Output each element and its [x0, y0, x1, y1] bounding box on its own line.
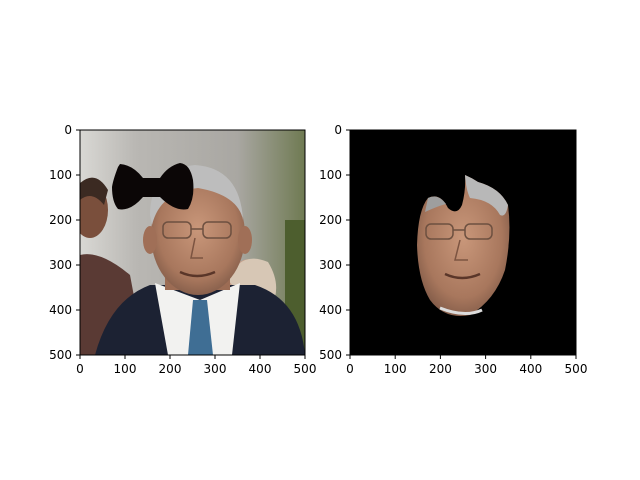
right-y-tick-label: 400 [319, 303, 342, 317]
mouth [179, 270, 216, 278]
right-y-tick-label: 100 [319, 168, 342, 182]
left-y-tick-label: 400 [49, 303, 72, 317]
right-x-tick-label: 500 [565, 362, 588, 376]
left-x-tick-label: 200 [159, 362, 182, 376]
left-y-tick-label: 100 [49, 168, 72, 182]
right-x-tick-label: 400 [519, 362, 542, 376]
segment-hair [465, 175, 508, 216]
background-person-hair [80, 177, 108, 205]
right-x-tick-label: 300 [474, 362, 497, 376]
bowtie-mask [112, 163, 194, 210]
ear-left [143, 226, 157, 254]
face-segment-region [417, 175, 510, 316]
left-image-panel [80, 130, 305, 355]
right-x-tick-label: 0 [346, 362, 354, 376]
segment-glasses [425, 223, 493, 240]
right-x-tick-label: 200 [429, 362, 452, 376]
right-y-tick-label: 300 [319, 258, 342, 272]
left-y-tick-label: 0 [64, 123, 72, 137]
left-axis-ticks: 0 100 200 300 400 500 0 100 200 300 400 500 [49, 123, 316, 376]
segment-collar-edge [439, 306, 483, 315]
right-image-panel [350, 130, 576, 355]
segment-hair-left [425, 196, 446, 212]
left-x-tick-label: 0 [76, 362, 84, 376]
left-x-tick-label: 100 [114, 362, 137, 376]
right-axes-frame [349, 129, 577, 356]
segment-mouth [444, 272, 481, 280]
left-x-tick-label: 400 [249, 362, 272, 376]
right-y-tick-label: 200 [319, 213, 342, 227]
right-x-tick-label: 100 [384, 362, 407, 376]
segment-nose [454, 239, 468, 261]
left-y-tick-label: 200 [49, 213, 72, 227]
glasses [162, 221, 232, 239]
left-x-tick-label: 500 [294, 362, 317, 376]
left-x-tick-label: 300 [204, 362, 227, 376]
right-axis-ticks: 0 100 200 300 400 500 0 100 200 300 400 500 [319, 123, 587, 376]
ear-right [238, 226, 252, 254]
left-y-tick-label: 300 [49, 258, 72, 272]
nose [190, 237, 203, 259]
left-axes-frame [79, 129, 306, 356]
right-y-tick-label: 0 [334, 123, 342, 137]
tie [188, 300, 213, 355]
right-y-tick-label: 500 [319, 348, 342, 362]
left-y-tick-label: 500 [49, 348, 72, 362]
